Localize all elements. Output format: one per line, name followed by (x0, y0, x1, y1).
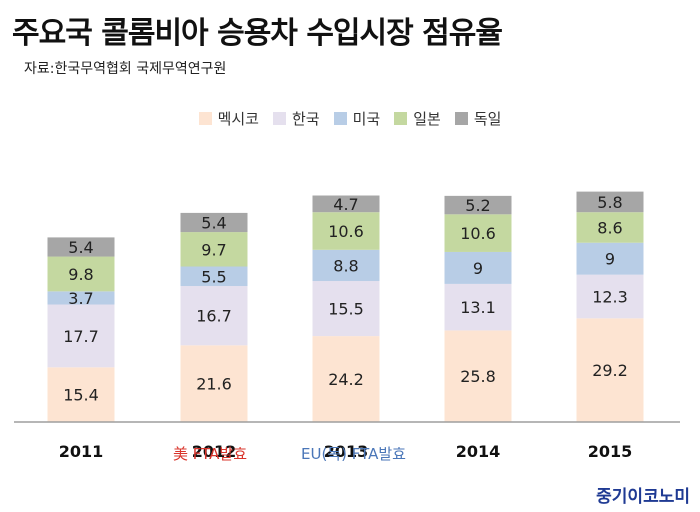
bar-segment-2015-3 (576, 212, 644, 243)
data-label-2013-3: 10.6 (328, 222, 364, 241)
legend: 멕시코 한국 미국 일본 독일 (0, 108, 700, 129)
data-label-2015-0: 29.2 (592, 361, 628, 380)
x-tick-label-2012: 2012 (192, 442, 237, 461)
bar-segment-2011-2 (47, 291, 115, 305)
bar-segment-2013-4 (312, 195, 380, 213)
legend-label-japan: 일본 (413, 110, 441, 128)
bar-segment-2014-2 (444, 251, 512, 284)
note-usa-fta: 美 FTA발효 (173, 445, 247, 463)
bar-segment-2014-4 (444, 195, 512, 215)
source-note: 자료:한국무역협회 국제무역연구원 (24, 61, 227, 77)
legend-swatch-usa (333, 112, 347, 125)
legend-label-germany: 독일 (473, 110, 502, 128)
bar-segment-2015-2 (576, 242, 644, 275)
data-label-2013-2: 8.8 (333, 256, 358, 275)
data-label-2013-4: 4.7 (333, 195, 358, 214)
data-label-2014-4: 5.2 (465, 196, 490, 215)
data-label-2013-1: 15.5 (328, 300, 364, 319)
bar-segment-2011-1 (47, 304, 115, 368)
bar-segment-2012-3 (180, 232, 248, 267)
data-label-2011-4: 5.4 (68, 238, 93, 257)
legend-item-korea: 한국 (272, 108, 320, 129)
data-label-2014-2: 9 (473, 259, 483, 278)
data-label-2015-4: 5.8 (597, 193, 622, 212)
data-label-2011-3: 9.8 (68, 265, 93, 284)
data-label-2013-0: 24.2 (328, 370, 364, 389)
bar-segment-2015-4 (576, 191, 644, 213)
legend-item-japan: 일본 (394, 108, 441, 129)
data-label-2015-1: 12.3 (592, 288, 628, 307)
data-label-2012-0: 21.6 (196, 375, 232, 394)
legend-label-korea: 한국 (291, 110, 320, 128)
legend-swatch-korea (272, 112, 286, 125)
legend-item-mexico: 멕시코 (198, 108, 259, 129)
bar-segment-2013-1 (312, 281, 380, 337)
legend-label-usa: 미국 (352, 110, 381, 128)
data-label-2014-0: 25.8 (460, 367, 496, 386)
x-tick-label-2015: 2015 (588, 442, 633, 461)
bar-segment-2012-2 (180, 266, 248, 287)
x-tick-label-2013: 2013 (324, 442, 369, 461)
legend-item-usa: 미국 (333, 108, 381, 129)
data-label-2011-1: 17.7 (63, 327, 99, 346)
bar-segment-2012-1 (180, 286, 248, 346)
data-label-2012-1: 16.7 (196, 307, 232, 326)
data-label-2011-0: 15.4 (63, 386, 99, 405)
legend-swatch-mexico (198, 112, 212, 125)
bar-segment-2014-1 (444, 283, 512, 331)
bar-segment-2014-0 (444, 330, 512, 422)
bar-segment-2015-0 (576, 318, 644, 422)
data-label-2012-3: 9.7 (201, 240, 226, 259)
data-label-2015-2: 9 (605, 250, 615, 269)
legend-label-mexico: 멕시코 (217, 110, 259, 128)
bar-segment-2013-2 (312, 249, 380, 282)
bar-segment-2014-3 (444, 214, 512, 252)
note-eu-fta: EU(독) FTA발효 (301, 445, 406, 463)
bar-segment-2015-1 (576, 274, 644, 319)
data-label-2014-1: 13.1 (460, 298, 496, 317)
legend-item-germany: 독일 (454, 108, 502, 129)
bar-segment-2013-3 (312, 212, 380, 250)
data-label-2011-2: 3.7 (68, 289, 93, 308)
data-label-2012-2: 5.5 (201, 267, 226, 286)
bar-segment-2013-0 (312, 336, 380, 422)
x-tick-label-2011: 2011 (59, 442, 104, 461)
data-label-2012-4: 5.4 (201, 213, 226, 232)
legend-swatch-germany (454, 112, 468, 125)
bar-segment-2011-4 (47, 237, 115, 257)
legend-swatch-japan (394, 112, 408, 125)
publisher-logo: 중기이코노미 (596, 487, 690, 507)
x-tick-label-2014: 2014 (456, 442, 501, 461)
chart-title: 주요국 콜롬비아 승용차 수입시장 점유율 (12, 16, 503, 51)
bar-segment-2012-4 (180, 212, 248, 233)
bar-segment-2011-3 (47, 256, 115, 292)
data-label-2014-3: 10.6 (460, 224, 496, 243)
bar-segment-2012-0 (180, 345, 248, 422)
data-label-2015-3: 8.6 (597, 218, 622, 237)
bar-segment-2011-0 (47, 367, 115, 422)
